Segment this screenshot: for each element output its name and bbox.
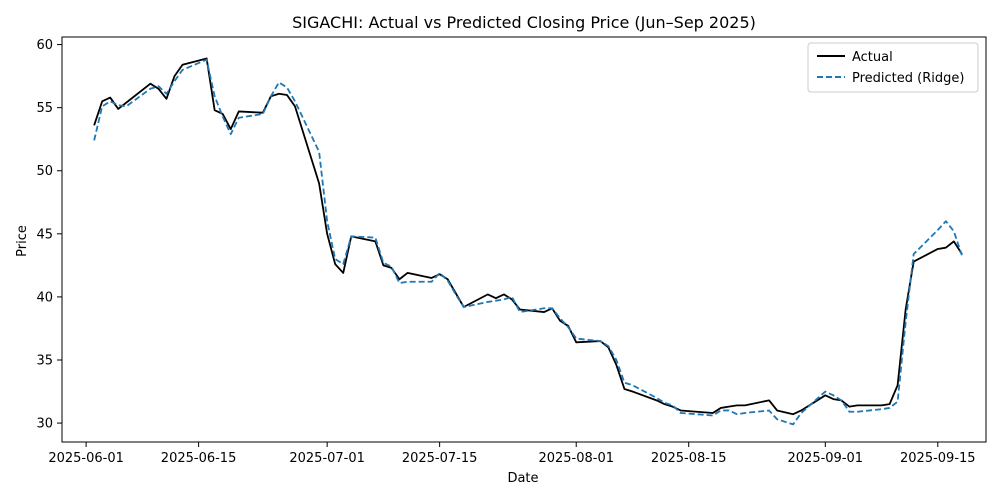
x-tick-label: 2025-08-15 bbox=[651, 451, 727, 466]
x-tick-label: 2025-06-01 bbox=[48, 451, 124, 466]
chart-title: SIGACHI: Actual vs Predicted Closing Pri… bbox=[292, 13, 756, 32]
y-tick-label: 40 bbox=[36, 290, 53, 305]
x-tick-label: 2025-09-01 bbox=[788, 451, 864, 466]
legend-box bbox=[807, 42, 979, 93]
plot-area bbox=[93, 57, 963, 426]
x-tick-label: 2025-07-15 bbox=[402, 451, 478, 466]
x-tick-label: 2025-07-01 bbox=[289, 451, 365, 466]
x-axis: 2025-06-01 2025-06-15 2025-07-01 2025-07-15… bbox=[48, 442, 976, 466]
y-tick-label: 35 bbox=[36, 353, 53, 368]
x-tick-label: 2025-08-01 bbox=[538, 451, 614, 466]
y-axis-label: Price bbox=[15, 225, 30, 257]
legend-label-predicted: Predicted (Ridge) bbox=[852, 71, 964, 86]
legend: Actual Predicted (Ridge) bbox=[807, 42, 979, 93]
y-axis: 30 35 40 45 50 55 60 bbox=[36, 38, 62, 432]
legend-label-actual: Actual bbox=[852, 50, 893, 65]
y-tick-label: 50 bbox=[36, 164, 53, 179]
plot-frame bbox=[61, 36, 987, 443]
series-line-actual bbox=[93, 57, 963, 416]
y-tick-label: 55 bbox=[36, 101, 53, 116]
y-tick-label: 45 bbox=[36, 227, 53, 242]
x-axis-label: Date bbox=[507, 471, 538, 486]
series-line-predicted bbox=[93, 58, 963, 426]
y-tick-label: 30 bbox=[36, 417, 53, 432]
x-tick-label: 2025-06-15 bbox=[161, 451, 237, 466]
y-tick-label: 60 bbox=[36, 38, 53, 53]
x-tick-label: 2025-09-15 bbox=[900, 451, 976, 466]
